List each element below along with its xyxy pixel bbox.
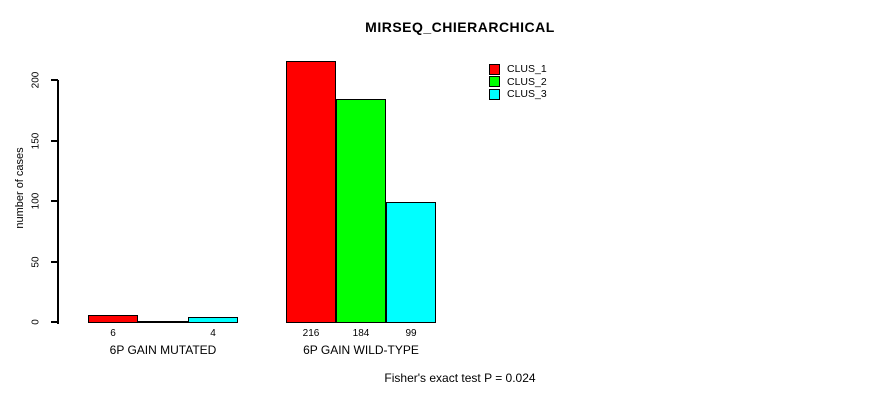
y-axis-line bbox=[57, 80, 59, 324]
legend-label: CLUS_3 bbox=[507, 88, 547, 100]
y-tick-label: 100 bbox=[30, 192, 42, 210]
legend-label: CLUS_1 bbox=[507, 63, 547, 75]
y-tick-label: 50 bbox=[30, 255, 42, 268]
legend-swatch-icon bbox=[489, 88, 500, 100]
y-tick-label: 200 bbox=[30, 71, 42, 89]
legend-label: CLUS_2 bbox=[507, 75, 547, 88]
chart-title: MIRSEQ_CHIERARCHICAL bbox=[365, 19, 555, 35]
y-axis-label: number of cases bbox=[14, 147, 26, 229]
y-tick-label: 0 bbox=[30, 319, 42, 325]
y-tick-mark bbox=[51, 139, 58, 142]
y-tick-mark bbox=[51, 79, 58, 81]
legend-row: CLUS_1 bbox=[489, 63, 547, 75]
y-tick-mark bbox=[51, 200, 58, 202]
legend-swatch-icon bbox=[489, 76, 500, 87]
y-tick-mark bbox=[51, 260, 58, 263]
group-label: 6P GAIN WILD-TYPE bbox=[303, 343, 419, 357]
bar-value-label: 184 bbox=[352, 328, 370, 339]
bar-value-label: 216 bbox=[302, 328, 320, 339]
group-label: 6P GAIN MUTATED bbox=[109, 343, 217, 357]
legend-row: CLUS_3 bbox=[489, 88, 547, 100]
bar-value-label: 6 bbox=[110, 328, 116, 339]
bar-clus_2 bbox=[336, 99, 386, 323]
legend-row: CLUS_2 bbox=[489, 75, 547, 88]
annotation-text: Fisher's exact test P = 0.024 bbox=[384, 371, 536, 385]
bar-clus_3 bbox=[386, 202, 436, 323]
bar-value-label: 99 bbox=[405, 328, 417, 339]
y-tick-mark bbox=[51, 321, 58, 323]
legend-swatch-icon bbox=[489, 63, 500, 75]
bar-value-label: 4 bbox=[210, 328, 216, 339]
bar-clus_1 bbox=[88, 315, 138, 323]
bar-clus_3 bbox=[188, 317, 238, 323]
legend: CLUS_1 CLUS_2 CLUS_3 bbox=[489, 63, 547, 102]
bar-clus_1 bbox=[286, 61, 336, 323]
y-tick-label: 150 bbox=[30, 132, 42, 149]
bar-clus_2-zero bbox=[138, 321, 188, 323]
